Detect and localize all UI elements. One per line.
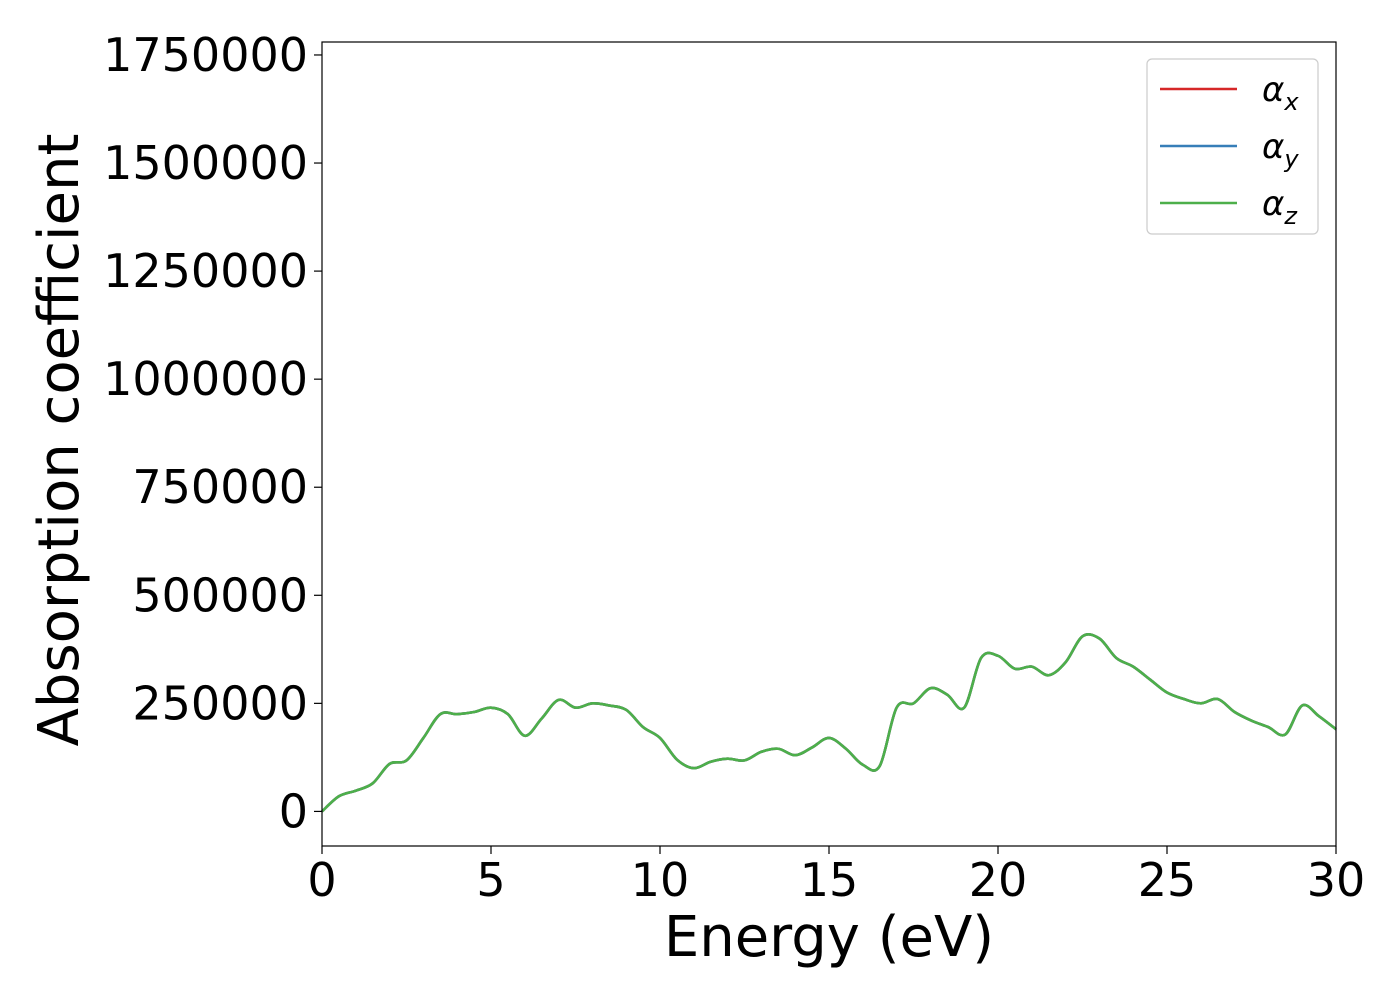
- x-tick-label: 15: [800, 853, 859, 907]
- legend-label-main: α: [1262, 184, 1284, 224]
- legend-label-main: α: [1262, 127, 1284, 167]
- x-tick-label: 20: [969, 853, 1028, 907]
- y-tick-label: 1250000: [103, 244, 308, 298]
- x-tick-label: 5: [476, 853, 505, 907]
- x-tick-label: 10: [631, 853, 690, 907]
- legend-label-subscript: z: [1283, 202, 1298, 230]
- x-tick-label: 25: [1138, 853, 1197, 907]
- x-axis-label: Energy (eV): [664, 905, 994, 970]
- legend-label-subscript: y: [1283, 145, 1299, 173]
- legend-label-z: αz: [1262, 184, 1298, 230]
- y-tick-label: 250000: [132, 676, 308, 730]
- y-tick-label: 750000: [132, 460, 308, 514]
- x-tick-label: 0: [307, 853, 336, 907]
- legend-label-x: αx: [1262, 70, 1299, 116]
- y-tick-label: 1500000: [103, 136, 308, 190]
- y-tick-label: 0: [279, 784, 308, 838]
- y-axis-label: Absorption coefficient: [27, 134, 92, 747]
- legend-label-y: αy: [1262, 127, 1299, 173]
- series-line-z: [321, 633, 1337, 813]
- series-layer: [321, 633, 1337, 813]
- legend-label-subscript: x: [1283, 88, 1299, 116]
- y-tick-label: 500000: [132, 568, 308, 622]
- x-tick-label: 30: [1307, 853, 1366, 907]
- x-axis-ticks: 0 5 10 15 20 25 30: [307, 846, 1365, 907]
- y-tick-label: 1750000: [103, 28, 308, 82]
- legend-label-main: α: [1262, 70, 1284, 110]
- y-tick-label: 1000000: [103, 352, 308, 406]
- y-axis-ticks: 0 250000 500000 750000 1000000 1250000 1500000…: [103, 28, 322, 838]
